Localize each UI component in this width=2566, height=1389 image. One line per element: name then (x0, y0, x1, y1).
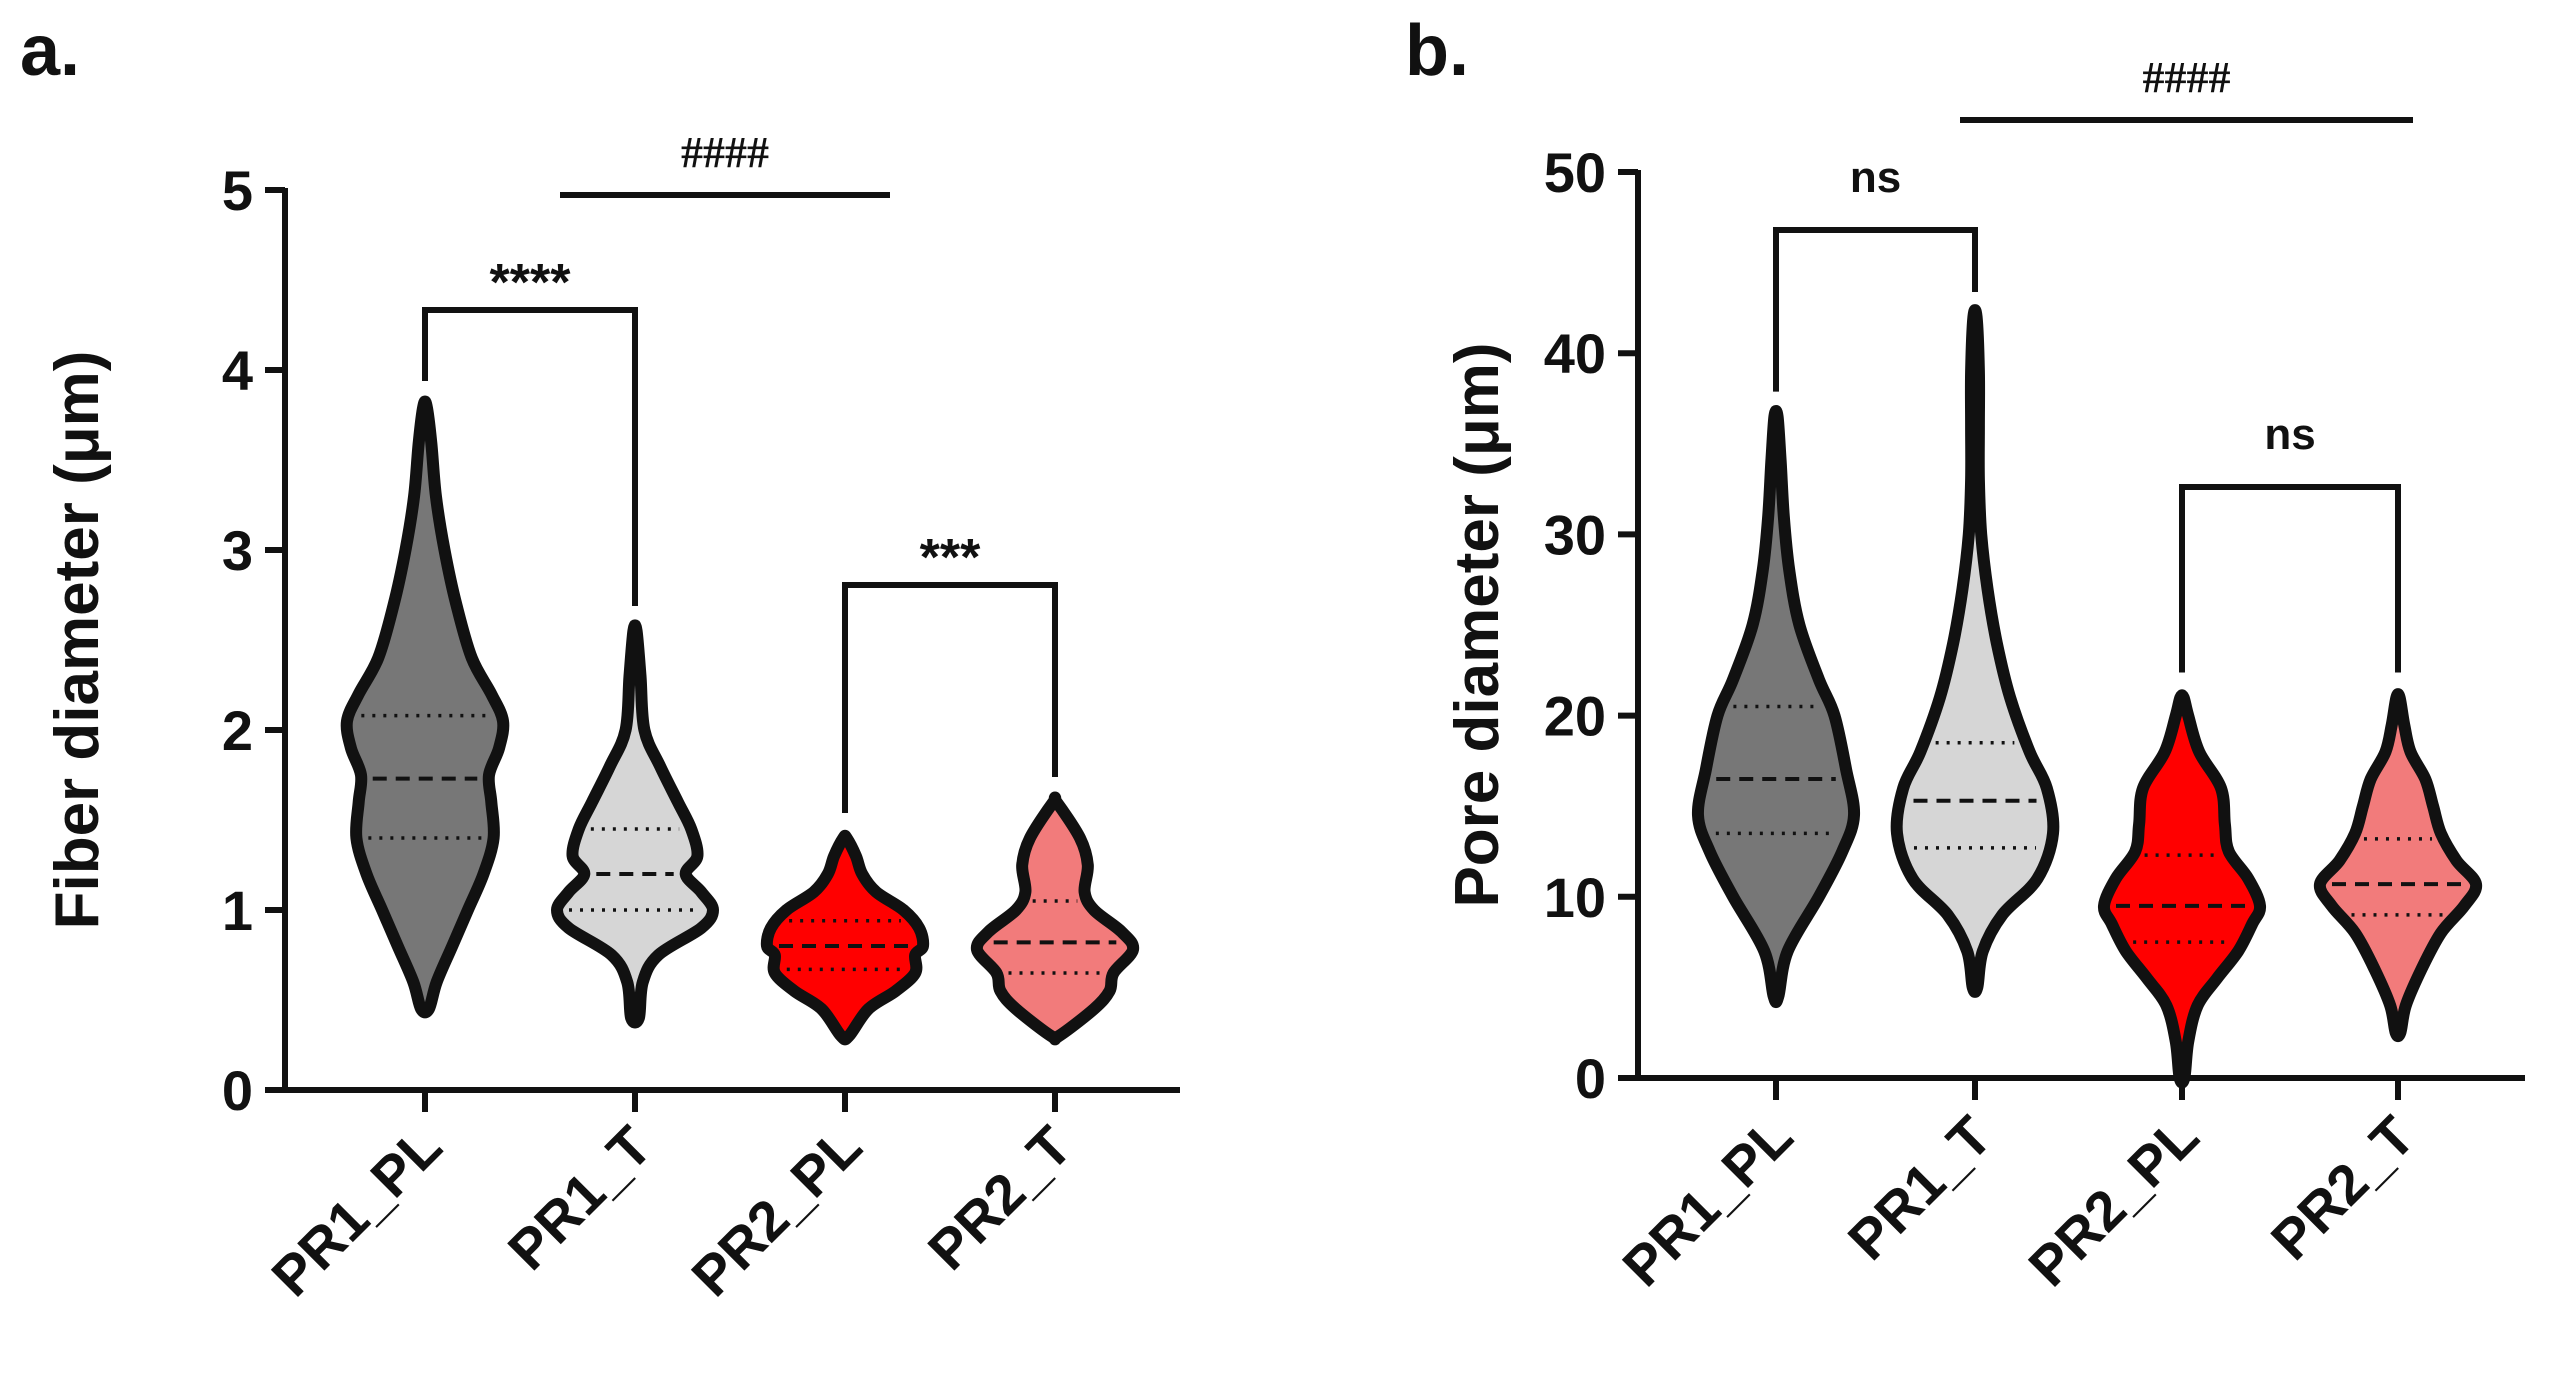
significance-label: ns (2264, 410, 2315, 459)
y-tick-label: 20 (1544, 685, 1606, 748)
y-tick-label: 40 (1544, 322, 1606, 385)
x-category-label: PR1_PL (1610, 1104, 1804, 1298)
y-tick-label: 4 (222, 339, 253, 402)
x-category-label: PR2_T (2259, 1104, 2427, 1272)
x-category-label: PR2_PL (679, 1114, 873, 1308)
comparison-bracket (1773, 227, 1978, 392)
y-tick-label: 5 (222, 159, 253, 222)
significance-label: #### (681, 128, 769, 177)
y-tick-label: 10 (1544, 866, 1606, 929)
significance-label: ns (1850, 153, 1901, 202)
panel-label: b. (1405, 11, 1469, 91)
violin-PR2_PL (760, 829, 930, 1046)
x-category-label: PR1_T (1836, 1104, 2004, 1272)
y-tick-label: 30 (1544, 503, 1606, 566)
violin-PR2_T (2313, 688, 2483, 1043)
x-category-label: PR1_T (496, 1114, 664, 1282)
y-tick-label: 1 (222, 879, 253, 942)
x-category-label: PR2_T (916, 1114, 1084, 1282)
y-tick-label: 0 (222, 1059, 253, 1122)
significance-label: *** (920, 529, 981, 587)
violin-PR1_T (1890, 304, 2060, 998)
chart-panel-b: b. 0 10 20 30 40 50 Pore diameter (μm) PR1_PL PR1… (1405, 11, 2525, 1298)
x-category-label: PR2_PL (2016, 1104, 2210, 1298)
y-axis-title: Fiber diameter (μm) (43, 351, 112, 930)
y-tick-label: 2 (222, 699, 253, 762)
violin-PR2_T (970, 791, 1140, 1046)
significance-label: **** (490, 254, 572, 312)
panel-label: a. (20, 11, 80, 91)
comparison-bracket (2179, 484, 2401, 673)
y-tick-label: 3 (222, 519, 253, 582)
significance-label: #### (2143, 53, 2231, 102)
comparison-bracket (422, 307, 638, 606)
violin-PR1_T (551, 619, 719, 1029)
violin-PR1_PL (1691, 404, 1861, 1009)
violin-PR2_PL (2097, 689, 2267, 1089)
y-tick-label: 50 (1544, 141, 1606, 204)
y-tick-label: 0 (1575, 1047, 1606, 1110)
comparison-bracket (842, 582, 1058, 813)
y-axis-title: Pore diameter (μm) (1443, 342, 1512, 907)
violin-PR1_PL (340, 395, 510, 1019)
x-category-label: PR1_PL (259, 1114, 453, 1308)
